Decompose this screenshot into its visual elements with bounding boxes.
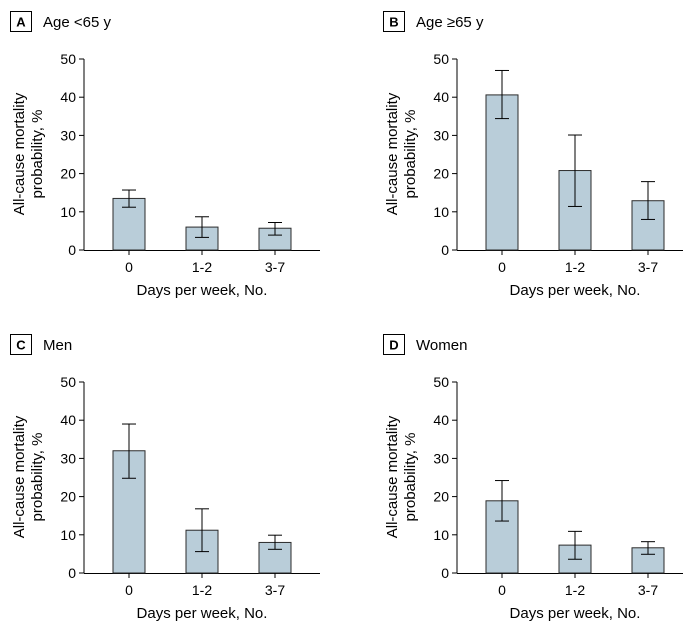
y-tick-label: 40 xyxy=(433,412,449,428)
x-tick-label: 1-2 xyxy=(565,259,585,275)
y-axis-title-line: All-cause mortality xyxy=(384,92,401,215)
y-axis-title-line: All-cause mortality xyxy=(11,415,28,538)
y-axis-title-line: All-cause mortality xyxy=(384,415,401,538)
chart-panel-c: C Men 0 10 20 30 40 50 0 1-2 3-7 Days per week, No.… xyxy=(11,335,321,623)
y-axis-title: All-cause mortalityprobability, % xyxy=(11,415,46,538)
x-tick-label: 0 xyxy=(498,582,506,598)
y-tick-label: 10 xyxy=(60,527,76,543)
y-tick-label: 20 xyxy=(433,166,449,182)
y-tick-label: 20 xyxy=(60,166,76,182)
x-axis-title: Days per week, No. xyxy=(510,605,641,622)
y-tick-label: 30 xyxy=(433,127,449,143)
x-tick-label: 1-2 xyxy=(192,259,212,275)
y-tick-label: 20 xyxy=(60,489,76,505)
chart-panel-b: B Age ≥65 y 0 10 20 30 40 50 0 1-2 3-7 Days per wee… xyxy=(384,12,683,300)
x-tick-label: 1-2 xyxy=(565,582,585,598)
x-axis-title: Days per week, No. xyxy=(510,282,641,299)
y-tick-label: 0 xyxy=(441,242,449,258)
y-tick-label: 40 xyxy=(60,89,76,105)
panel-letter: C xyxy=(16,338,26,353)
panel-title: Age <65 y xyxy=(43,14,111,31)
y-tick-label: 20 xyxy=(433,489,449,505)
y-tick-label: 30 xyxy=(60,450,76,466)
x-tick-label: 3-7 xyxy=(265,259,285,275)
panel-letter: D xyxy=(389,338,398,353)
x-axis-title: Days per week, No. xyxy=(137,605,268,622)
y-tick-label: 30 xyxy=(433,450,449,466)
x-tick-label: 0 xyxy=(125,582,133,598)
y-tick-label: 10 xyxy=(433,204,449,220)
x-tick-label: 1-2 xyxy=(192,582,212,598)
x-tick-label: 0 xyxy=(125,259,133,275)
chart-panel-a: A Age <65 y 0 10 20 30 40 50 0 1-2 3-7 Days per wee… xyxy=(11,12,321,300)
panel-letter: A xyxy=(16,15,26,30)
panel-title: Men xyxy=(43,337,72,354)
y-tick-label: 40 xyxy=(60,412,76,428)
y-axis-title-line: All-cause mortality xyxy=(11,92,28,215)
panel-letter: B xyxy=(389,15,398,30)
x-tick-label: 0 xyxy=(498,259,506,275)
y-axis-title-line: probability, % xyxy=(29,433,46,522)
y-axis-title-line: probability, % xyxy=(402,110,419,199)
y-tick-label: 40 xyxy=(433,89,449,105)
y-axis-title-line: probability, % xyxy=(29,110,46,199)
y-tick-label: 50 xyxy=(433,374,449,390)
panel-title: Women xyxy=(416,337,467,354)
y-tick-label: 0 xyxy=(68,242,76,258)
y-tick-label: 0 xyxy=(441,565,449,581)
y-tick-label: 50 xyxy=(433,51,449,67)
y-axis-title: All-cause mortalityprobability, % xyxy=(384,415,419,538)
x-tick-label: 3-7 xyxy=(265,582,285,598)
panel-title: Age ≥65 y xyxy=(416,14,484,31)
y-tick-label: 50 xyxy=(60,51,76,67)
y-axis-title: All-cause mortalityprobability, % xyxy=(384,92,419,215)
chart-panel-d: D Women 0 10 20 30 40 50 0 1-2 3-7 Days per week, N… xyxy=(384,335,683,623)
y-tick-label: 30 xyxy=(60,127,76,143)
y-axis-title: All-cause mortalityprobability, % xyxy=(11,92,46,215)
y-tick-label: 10 xyxy=(60,204,76,220)
y-axis-title-line: probability, % xyxy=(402,433,419,522)
x-tick-label: 3-7 xyxy=(638,582,658,598)
x-tick-label: 3-7 xyxy=(638,259,658,275)
y-tick-label: 10 xyxy=(433,527,449,543)
x-axis-title: Days per week, No. xyxy=(137,282,268,299)
y-tick-label: 50 xyxy=(60,374,76,390)
y-tick-label: 0 xyxy=(68,565,76,581)
